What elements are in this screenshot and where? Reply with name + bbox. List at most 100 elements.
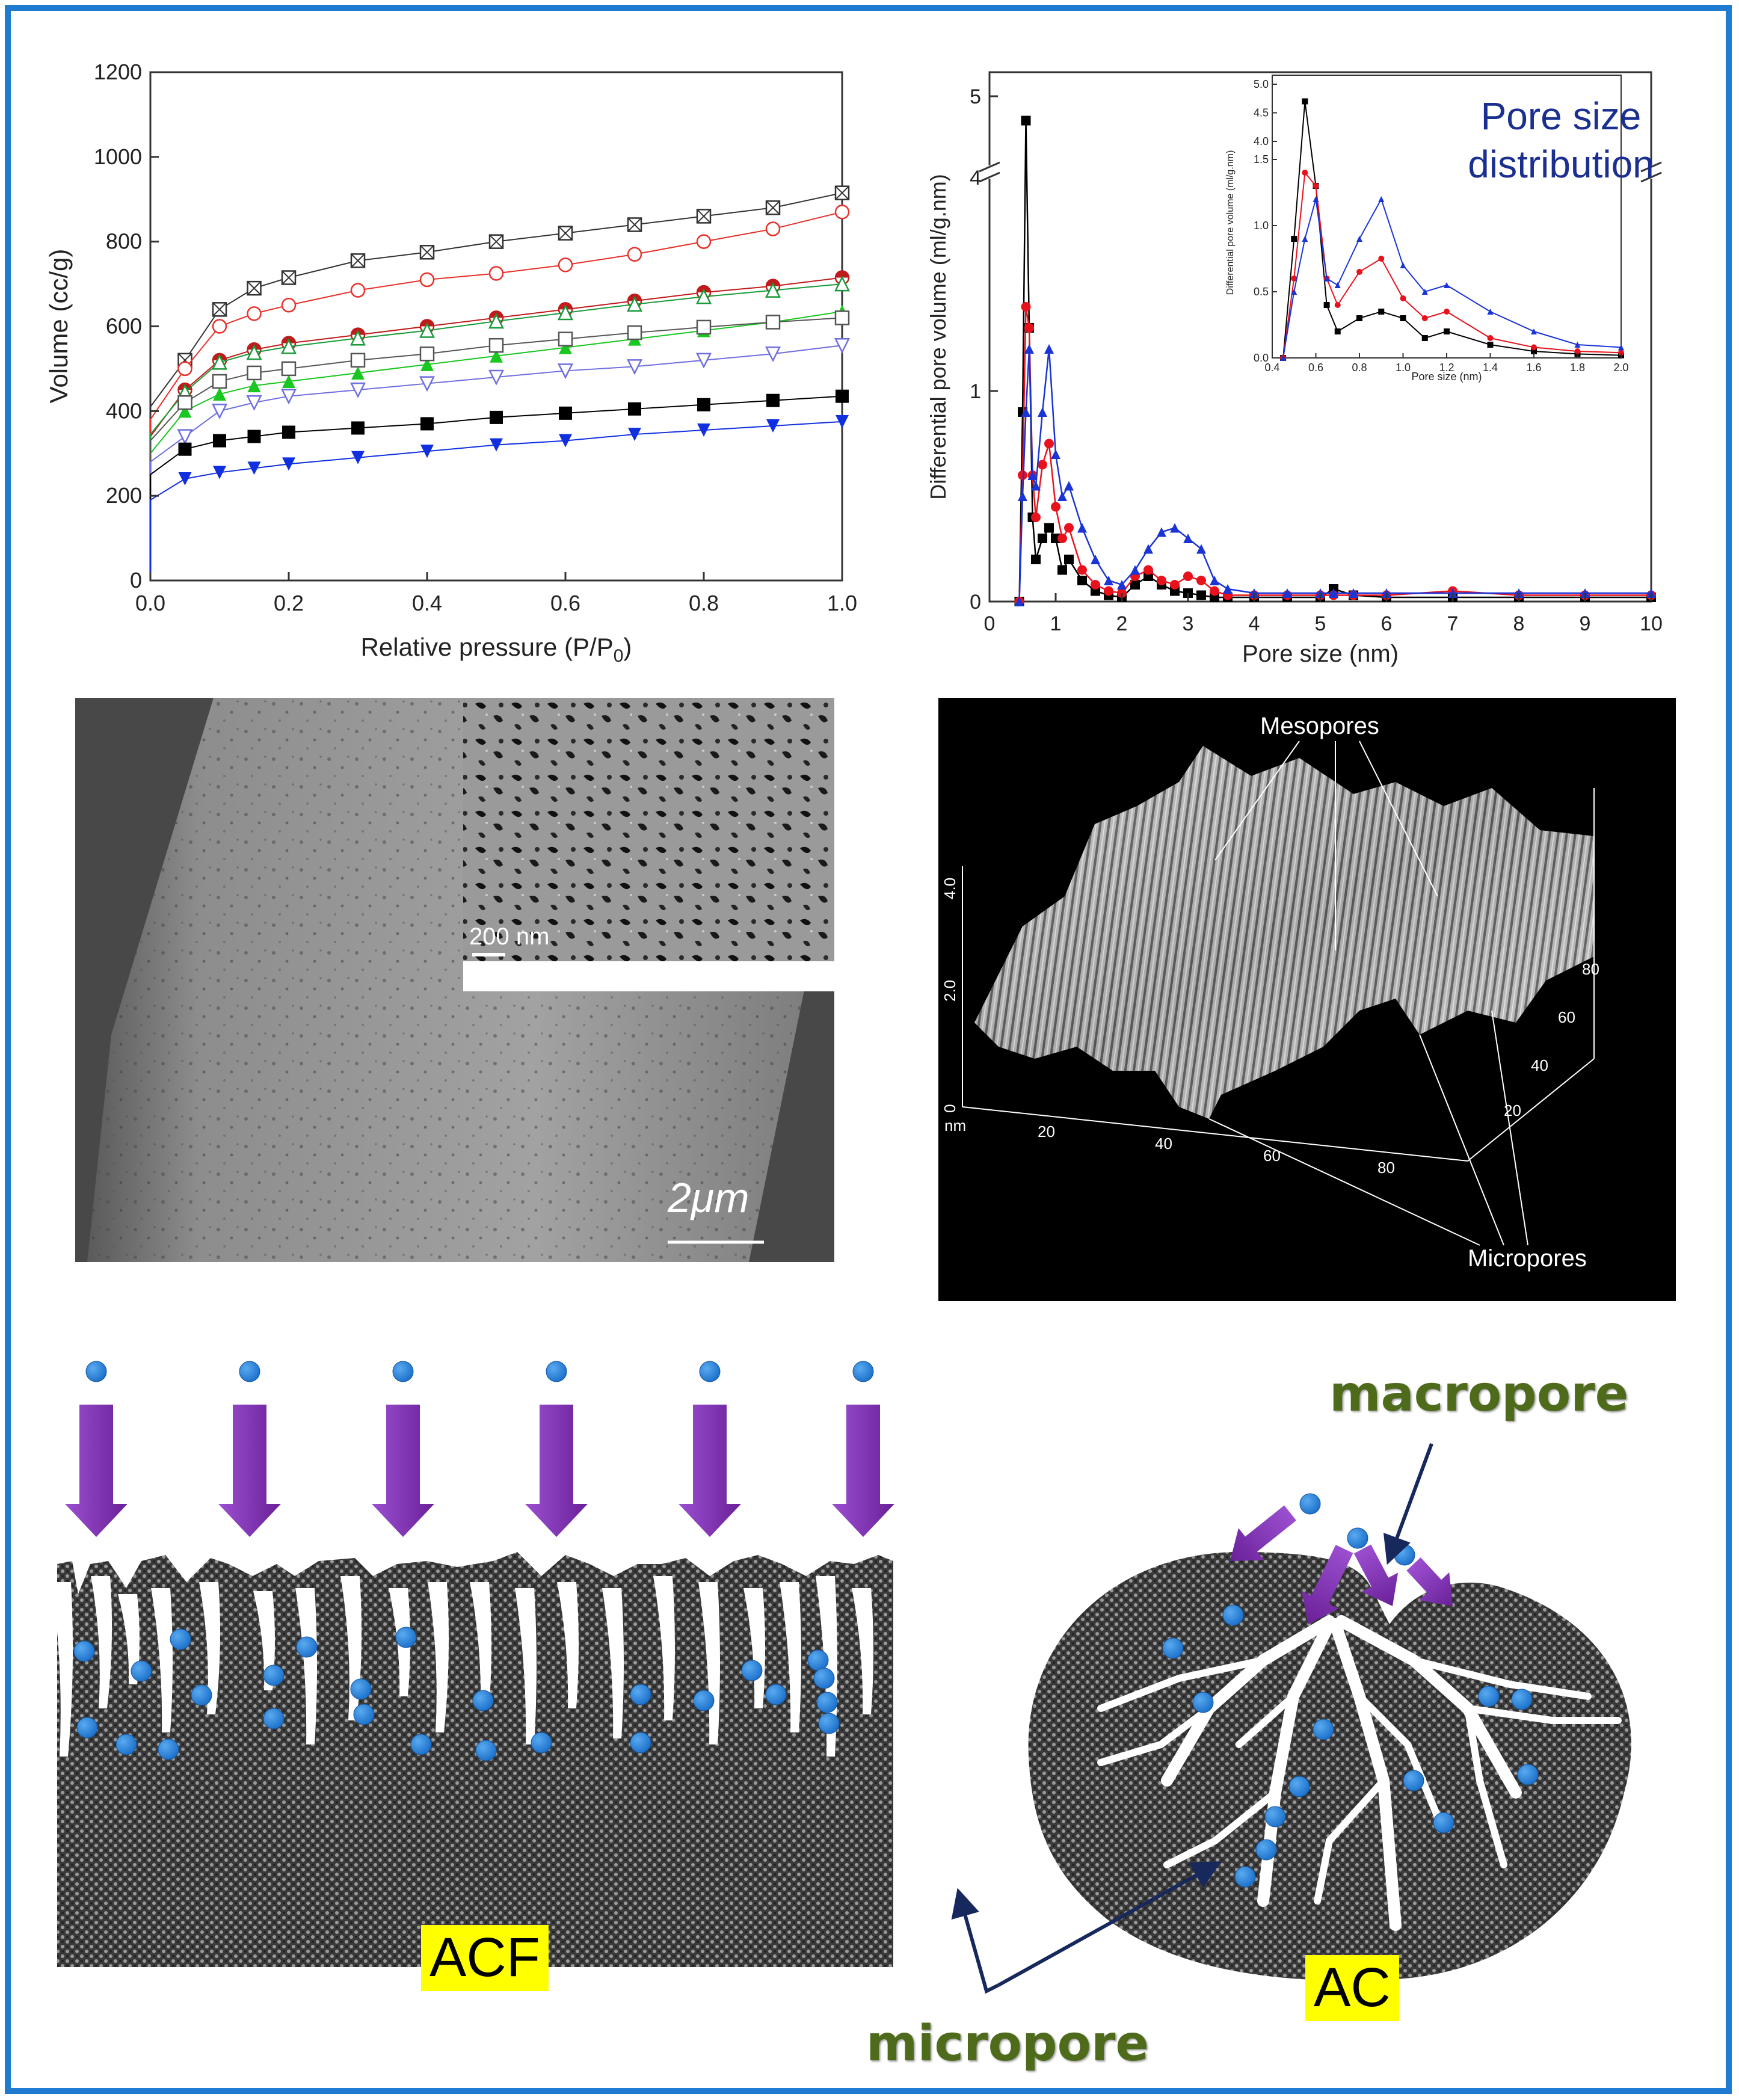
psd-point (1064, 481, 1074, 491)
psd-point (1196, 576, 1206, 585)
afm-x-tick-40: 40 (1155, 1135, 1172, 1153)
inset-point (1531, 328, 1537, 334)
adsorbate-molecule (546, 1361, 567, 1382)
inset-y-tick-label: 0.0 (1254, 352, 1269, 364)
adsorbate-molecule (1313, 1719, 1334, 1740)
iso-series-line (150, 420, 843, 580)
iso-x-tick-label: 0.8 (689, 591, 719, 615)
acf-pore (118, 1594, 140, 1684)
iso-point (420, 357, 434, 371)
iso-series-line (150, 283, 843, 580)
iso-point (349, 382, 366, 398)
inset-point (1291, 236, 1297, 242)
adsorption-arrow (832, 1405, 894, 1537)
adsorption-arrow (1406, 1557, 1453, 1607)
iso-point (247, 430, 261, 443)
psd-point (1064, 523, 1074, 533)
iso-point (557, 304, 574, 321)
adsorbate-molecule (765, 1684, 787, 1705)
psd-x-tick-label: 4 (1249, 612, 1260, 635)
iso-point (628, 402, 641, 416)
mesopores-pointers (1214, 741, 1438, 950)
iso-point (488, 337, 504, 353)
inset-x-tick-label: 2.0 (1613, 362, 1628, 374)
iso-y-tick-label: 800 (106, 229, 142, 254)
psd-x-tick-label: 3 (1183, 612, 1194, 635)
acf-pore (743, 1588, 765, 1708)
adsorbate-molecule (813, 1667, 835, 1689)
iso-point (177, 429, 193, 445)
psd-point (1157, 527, 1166, 537)
iso-point (488, 313, 505, 329)
iso-point (281, 270, 297, 285)
iso-point (834, 337, 851, 354)
iso-point (696, 209, 712, 224)
psd-point (1077, 576, 1087, 585)
adsorbate-molecule (1478, 1686, 1500, 1707)
iso-y-tick-label: 1200 (94, 60, 142, 84)
iso-point (488, 266, 504, 281)
adsorption-arrow (372, 1405, 434, 1537)
psd-point (1091, 580, 1100, 590)
pore-size-chart-panel: 0 1 2 3 4 5 6 7 8 9 10 0 1 4 5 Differential pore volum… (920, 48, 1702, 686)
inset-point (1313, 196, 1319, 202)
iso-point (281, 361, 297, 377)
iso-point (626, 296, 643, 312)
psd-point (1031, 513, 1041, 522)
iso-point (695, 353, 712, 369)
inset-point (1302, 236, 1308, 242)
psd-point (1117, 580, 1127, 590)
iso-point (766, 393, 780, 407)
psd-x-tick-label: 0 (984, 612, 996, 635)
psd-point (1027, 470, 1038, 480)
iso-point (627, 247, 642, 262)
psd-point (1104, 576, 1113, 585)
psd-point (1038, 407, 1047, 417)
adsorption-arrow (218, 1405, 281, 1537)
micropore-pointer-ac (997, 1861, 1222, 1987)
iso-point (488, 369, 505, 386)
iso-point (419, 346, 435, 362)
inset-y-tick-label: 0.5 (1254, 286, 1269, 298)
inset-y-tick-label: 1.5 (1254, 153, 1269, 165)
inset-series-2 (1280, 196, 1624, 361)
psd-point (1057, 491, 1067, 501)
axis-break-right (1640, 161, 1662, 183)
psd-point (1018, 491, 1027, 501)
iso-x-tick-label: 0.4 (412, 591, 442, 615)
psd-point (1021, 407, 1031, 417)
psd-point (1170, 580, 1180, 590)
adsorbate-molecule (1517, 1764, 1539, 1785)
iso-point (351, 451, 365, 464)
psd-point (1057, 534, 1067, 543)
iso-point (282, 457, 295, 471)
psd-x-tick-label: 10 (1640, 612, 1663, 635)
adsorbate-molecule (1234, 1866, 1256, 1888)
iso-point (420, 417, 434, 431)
adsorbate-molecule (693, 1690, 715, 1711)
isotherm-y-axis-label: Volume (cc/g) (45, 249, 73, 404)
iso-point (211, 354, 228, 370)
acf-label: ACF (421, 1925, 549, 1991)
adsorption-arrow (1230, 1505, 1296, 1561)
macropore-label: macropore (1329, 1366, 1629, 1423)
iso-point (766, 419, 780, 433)
adsorbate-molecule (807, 1649, 829, 1671)
axis-break-left (979, 161, 1000, 183)
inset-x-tick-label: 1.0 (1396, 362, 1411, 374)
iso-point (695, 288, 712, 304)
afm-z-unit: nm (944, 1116, 966, 1135)
psd-point (1157, 576, 1166, 585)
iso-point (558, 331, 573, 346)
iso-point (211, 404, 228, 420)
inset-point (1487, 309, 1494, 315)
iso-y-tick-label: 1000 (94, 144, 142, 169)
inset-point (1400, 315, 1406, 321)
iso-point (213, 434, 226, 448)
acf-pore (52, 1582, 73, 1757)
iso-series-line (150, 211, 843, 580)
sem-image-panel: 200 nm 2μm (75, 698, 834, 1262)
inset-point (1400, 295, 1406, 301)
inset-x-tick-label: 1.8 (1570, 362, 1585, 374)
inset-point (1323, 302, 1330, 308)
